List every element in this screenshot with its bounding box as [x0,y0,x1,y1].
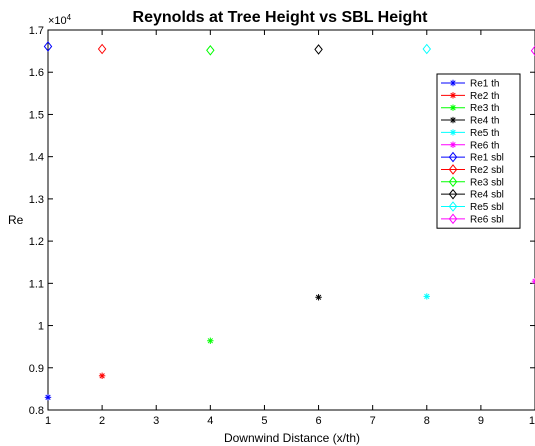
legend-box [436,73,521,229]
x-tick-label: 8 [424,415,430,427]
x-tick-label: 7 [370,415,376,427]
legend-marker-asterisk [449,79,457,87]
x-tick-label: 10 [529,415,535,427]
y-tick-label: 1.6 [29,67,44,79]
legend-label: Re4 sbl [470,190,504,201]
legend-item: Re4 sbl [441,188,504,201]
x-axis-label: Downwind Distance (x/th) [224,431,360,445]
y-axis: 0.8 0.9 1 1.1 1.2 1.3 1.4 1.5 1.6 1.7 [29,25,535,417]
legend-marker-diamond [448,213,458,225]
data-point-diamond [530,45,535,56]
y-tick-label: 1 [38,321,44,333]
data-points [43,41,535,401]
legend-marker-asterisk [449,141,457,148]
legend-item: Re6 th [441,140,499,151]
y-axis-label: Re [8,213,24,227]
legend-item: Re4 th [441,116,499,127]
legend-marker-diamond [448,151,458,163]
legend-label: Re3 sbl [470,177,504,188]
x-tick-label: 3 [153,415,159,427]
data-point-asterisk [207,337,214,344]
x-axis: 1 2 3 4 5 6 7 8 9 10 [45,30,535,427]
y-tick-label: 0.8 [29,405,44,417]
legend-marker-asterisk [449,129,457,136]
x-tick-label: 9 [478,415,484,427]
legend-item: Re3 sbl [441,176,504,188]
legend-marker-asterisk [449,92,457,99]
legend-marker-diamond [448,201,458,212]
x-tick-label: 1 [45,415,51,427]
data-point-asterisk [44,394,52,401]
y-tick-label: 1.5 [29,109,44,121]
legend-item: Re1 sbl [441,151,504,164]
legend-label: Re5 sbl [470,202,504,213]
legend-label: Re4 th [470,116,499,127]
y-tick-label: 1.7 [29,25,44,37]
y-tick-label: 1.2 [29,236,44,248]
data-point-asterisk [423,293,430,300]
chart-title: Reynolds at Tree Height vs SBL Height [133,9,429,26]
legend-label: Re2 sbl [470,165,504,176]
x-tick-label: 6 [315,415,321,427]
data-point-diamond [314,44,323,55]
data-point-diamond [97,43,107,55]
legend-item: Re2 th [441,91,499,102]
y-tick-label: 1.3 [29,194,44,206]
y-tick-label: 1.1 [29,278,44,290]
data-point-diamond [422,43,432,55]
y-exponent-power: 4 [67,13,72,22]
data-point-diamond [43,41,53,52]
data-point-diamond [206,44,215,56]
legend-item: Re6 sbl [441,213,504,225]
legend-item: Re2 sbl [441,164,504,176]
x-tick-label: 2 [99,415,105,427]
y-exponent-label: ×104 [48,13,72,27]
legend-marker-asterisk [449,104,457,111]
y-tick-label: 0.9 [29,363,44,375]
legend-label: Re5 th [470,128,499,139]
x-tick-label: 5 [261,415,267,427]
legend-marker-diamond [448,164,458,175]
legend-marker-diamond [448,176,458,188]
legend-item: Re5 th [441,128,499,139]
data-point-asterisk [531,278,535,285]
legend-label: Re6 th [470,140,499,151]
legend-label: Re6 sbl [470,214,504,225]
legend-marker-diamond [448,188,458,200]
data-point-asterisk [98,372,106,379]
legend-label: Re2 th [470,91,499,102]
legend-label: Re3 th [470,103,499,114]
legend-item: Re5 sbl [441,201,504,213]
data-point-asterisk [315,294,322,301]
x-tick-label: 4 [207,415,213,427]
legend-label: Re1 sbl [470,153,504,164]
legend-marker-asterisk [449,116,457,124]
y-tick-label: 1.4 [29,152,44,164]
legend-item: Re1 th [441,79,499,90]
legend-item: Re3 th [441,103,499,114]
legend-label: Re1 th [470,79,499,90]
